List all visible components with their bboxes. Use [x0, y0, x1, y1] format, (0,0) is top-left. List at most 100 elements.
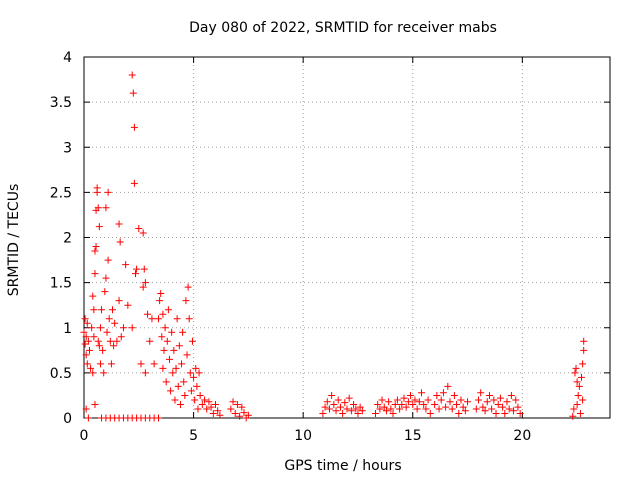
data-point: [323, 398, 331, 406]
data-point: [347, 407, 355, 415]
x-tick-label: 20: [513, 428, 531, 444]
data-point: [98, 306, 106, 314]
data-point: [169, 369, 177, 377]
data-point: [176, 400, 184, 408]
data-point: [140, 265, 148, 273]
data-point: [345, 394, 353, 402]
data-point: [339, 409, 347, 417]
data-point: [155, 315, 163, 323]
data-point: [459, 403, 467, 411]
data-point: [374, 400, 382, 408]
data-point: [420, 400, 428, 408]
data-point: [398, 400, 406, 408]
data-point: [477, 389, 485, 397]
data-point: [580, 337, 588, 345]
data-point: [129, 89, 137, 97]
data-point: [82, 351, 90, 359]
data-point: [479, 403, 487, 411]
data-point: [575, 382, 583, 390]
x-tick-label: 10: [294, 428, 312, 444]
data-point: [191, 396, 199, 404]
data-point: [343, 405, 351, 413]
data-point: [165, 355, 173, 363]
data-point: [146, 337, 154, 345]
data-point: [396, 405, 404, 413]
y-tick-label: 3.5: [50, 95, 72, 111]
data-point: [437, 396, 445, 404]
data-point: [393, 396, 401, 404]
data-point: [135, 224, 143, 232]
data-point: [192, 364, 200, 372]
data-point: [163, 337, 171, 345]
data-point: [444, 382, 452, 390]
data-point: [336, 403, 344, 411]
data-point: [171, 396, 179, 404]
data-point: [119, 324, 127, 332]
data-point: [102, 274, 110, 282]
data-point: [216, 411, 224, 419]
data-point: [503, 398, 511, 406]
data-point: [214, 407, 222, 415]
data-point: [94, 204, 102, 212]
x-axis-label: GPS time / hours: [284, 458, 401, 474]
data-point: [96, 324, 104, 332]
data-point: [96, 360, 104, 368]
data-point: [91, 400, 99, 408]
data-point: [161, 324, 169, 332]
data-point: [411, 396, 419, 404]
data-point: [240, 409, 248, 417]
data-point: [325, 405, 333, 413]
data-point: [141, 279, 149, 287]
y-tick-label: 2.5: [50, 185, 72, 201]
y-tick-label: 1: [63, 321, 72, 337]
data-point: [179, 328, 187, 336]
data-point: [130, 179, 138, 187]
data-point: [496, 394, 504, 402]
data-point: [184, 283, 192, 291]
data-point: [174, 382, 182, 390]
data-point: [111, 319, 119, 327]
data-point: [358, 407, 366, 415]
data-point: [475, 396, 482, 404]
data-point: [100, 369, 108, 377]
data-point: [167, 387, 175, 395]
data-point: [501, 409, 509, 417]
data-point: [385, 398, 393, 406]
data-point: [433, 391, 441, 399]
data-point: [569, 412, 577, 420]
data-point: [182, 297, 190, 305]
x-tick-label: 5: [189, 428, 198, 444]
data-point: [579, 396, 587, 404]
y-tick-label: 0: [63, 411, 72, 427]
data-point: [116, 238, 124, 246]
data-point: [90, 306, 98, 314]
data-point: [350, 400, 358, 408]
data-point: [380, 403, 388, 411]
data-point: [424, 396, 432, 404]
data-point: [332, 407, 340, 415]
data-point: [579, 360, 587, 368]
data-point: [389, 409, 397, 417]
data-point: [439, 389, 447, 397]
data-point: [106, 337, 114, 345]
data-point: [494, 400, 502, 408]
data-point: [461, 407, 469, 415]
data-point: [108, 306, 116, 314]
data-point: [156, 297, 164, 305]
data-point: [499, 403, 507, 411]
data-points: [80, 71, 588, 422]
data-point: [82, 333, 90, 341]
data-point: [170, 346, 178, 354]
data-point: [113, 337, 121, 345]
data-point: [115, 297, 123, 305]
data-point: [102, 204, 110, 212]
data-point: [418, 389, 426, 397]
data-point: [201, 396, 209, 404]
data-point: [172, 364, 180, 372]
data-point: [330, 400, 338, 408]
x-tick-label: 0: [80, 428, 89, 444]
data-point: [85, 346, 93, 354]
data-point: [207, 403, 215, 411]
data-point: [371, 409, 379, 417]
